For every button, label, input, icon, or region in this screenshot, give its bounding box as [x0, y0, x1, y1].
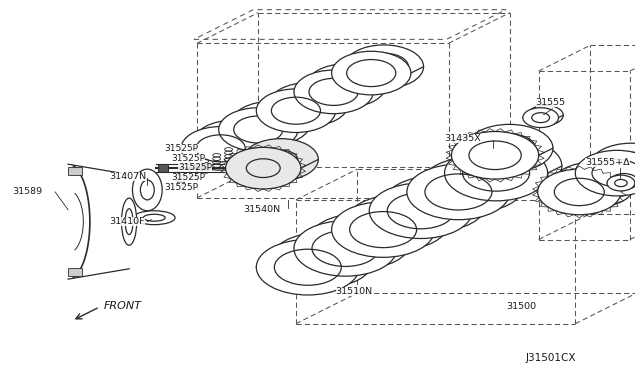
Ellipse shape	[568, 171, 618, 199]
Ellipse shape	[445, 145, 548, 201]
Ellipse shape	[552, 162, 635, 208]
Ellipse shape	[606, 152, 640, 180]
Ellipse shape	[332, 202, 435, 257]
Text: 31589: 31589	[13, 187, 43, 196]
Ellipse shape	[459, 138, 562, 194]
Ellipse shape	[364, 205, 431, 240]
Ellipse shape	[294, 221, 397, 276]
Ellipse shape	[219, 108, 298, 151]
Ellipse shape	[477, 148, 544, 184]
Ellipse shape	[209, 128, 258, 155]
Bar	[68, 268, 82, 276]
Text: 31555: 31555	[536, 98, 566, 107]
Ellipse shape	[439, 167, 506, 203]
Ellipse shape	[346, 195, 449, 250]
Ellipse shape	[523, 108, 559, 128]
Ellipse shape	[538, 169, 621, 215]
Text: 31435X: 31435X	[445, 134, 481, 143]
Ellipse shape	[269, 83, 348, 126]
Text: 31510N: 31510N	[335, 286, 372, 295]
Ellipse shape	[307, 64, 386, 108]
Text: 31525P: 31525P	[171, 173, 205, 182]
Text: 31410F: 31410F	[109, 217, 145, 226]
Ellipse shape	[132, 169, 162, 211]
Ellipse shape	[243, 139, 318, 180]
Text: 31407N: 31407N	[109, 171, 147, 180]
Ellipse shape	[527, 105, 563, 125]
Ellipse shape	[294, 70, 373, 114]
Ellipse shape	[181, 126, 260, 170]
Text: 31555+Δ: 31555+Δ	[585, 158, 630, 167]
Text: FRONT: FRONT	[104, 301, 141, 311]
Ellipse shape	[421, 157, 524, 212]
Bar	[158, 164, 168, 172]
Ellipse shape	[610, 173, 638, 189]
Bar	[68, 167, 82, 175]
Ellipse shape	[332, 51, 411, 95]
Ellipse shape	[451, 132, 539, 179]
Ellipse shape	[122, 198, 137, 245]
Ellipse shape	[256, 240, 359, 295]
Ellipse shape	[322, 72, 371, 99]
Ellipse shape	[344, 45, 424, 89]
Ellipse shape	[401, 186, 468, 222]
Ellipse shape	[483, 134, 536, 163]
Text: 31525P: 31525P	[164, 183, 198, 192]
Ellipse shape	[308, 214, 412, 269]
Text: 31525P: 31525P	[171, 154, 205, 163]
Ellipse shape	[194, 120, 273, 164]
Text: 31525P: 31525P	[178, 163, 212, 171]
Text: J31501CX: J31501CX	[526, 353, 576, 363]
Ellipse shape	[256, 89, 335, 132]
Ellipse shape	[536, 110, 554, 120]
Ellipse shape	[326, 223, 393, 259]
Ellipse shape	[225, 147, 301, 189]
Ellipse shape	[466, 124, 553, 172]
Text: 31540N: 31540N	[243, 205, 280, 214]
Ellipse shape	[264, 150, 298, 169]
Ellipse shape	[369, 183, 472, 238]
Ellipse shape	[246, 110, 296, 137]
Ellipse shape	[607, 175, 635, 191]
Ellipse shape	[575, 150, 640, 196]
Ellipse shape	[231, 102, 310, 145]
Ellipse shape	[359, 53, 408, 80]
Ellipse shape	[134, 211, 175, 225]
Ellipse shape	[289, 242, 356, 278]
Ellipse shape	[271, 232, 374, 288]
Text: 31500: 31500	[506, 302, 536, 311]
Ellipse shape	[284, 91, 333, 118]
Ellipse shape	[383, 176, 486, 231]
Text: 31525P: 31525P	[164, 144, 198, 153]
Ellipse shape	[618, 178, 630, 185]
Ellipse shape	[589, 143, 640, 189]
Ellipse shape	[407, 164, 510, 220]
